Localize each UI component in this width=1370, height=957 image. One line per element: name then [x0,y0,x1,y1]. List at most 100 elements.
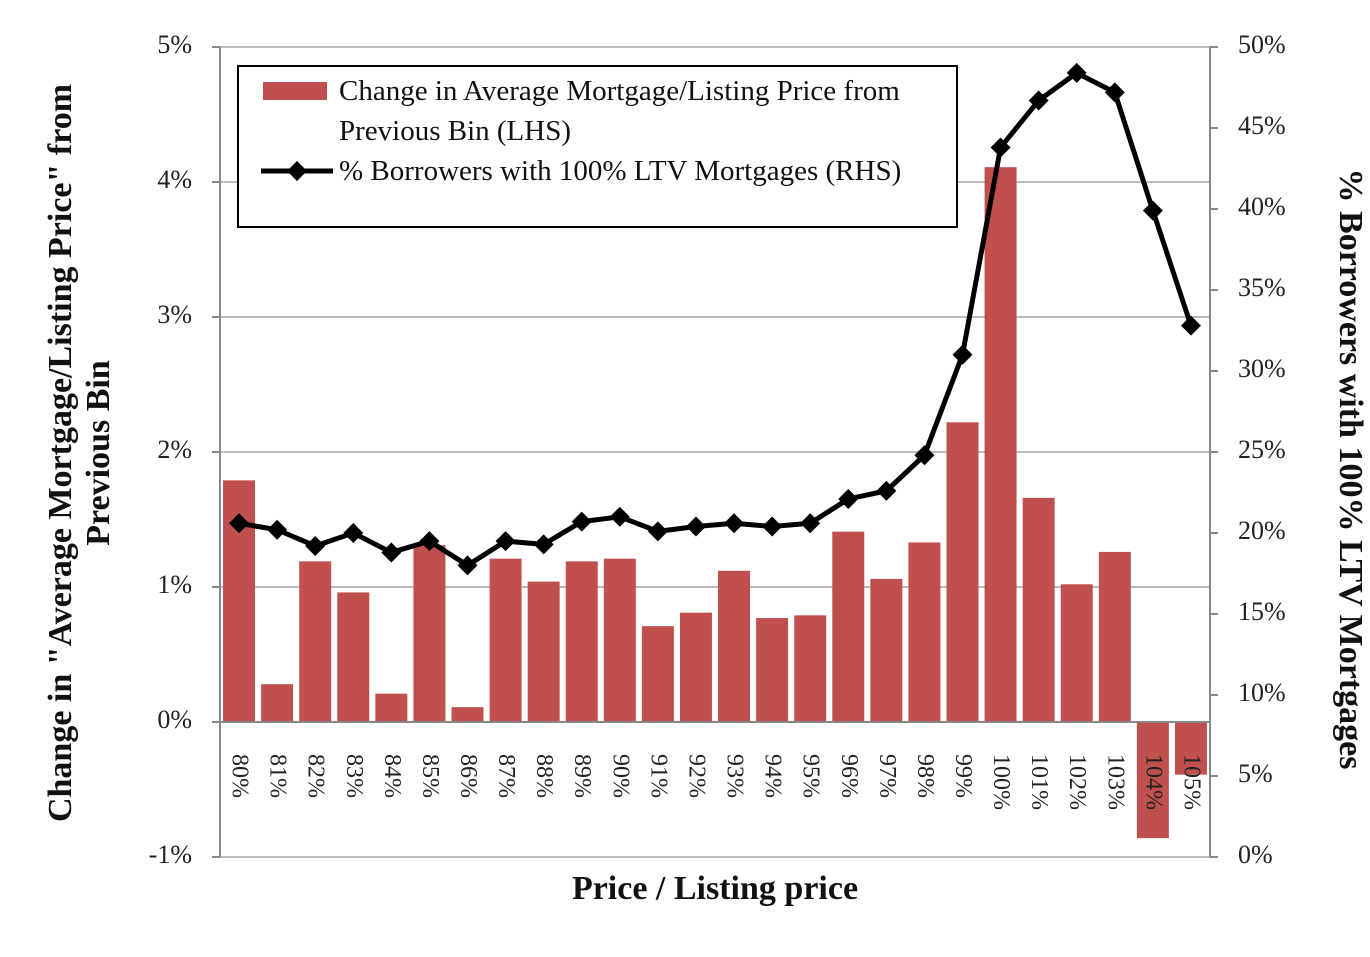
y2-tick-label: 0% [1238,840,1273,869]
bar [565,561,598,722]
x-tick-label: 90% [607,754,633,798]
bar [718,570,751,722]
bar [1136,722,1169,839]
y-tick-label: 0% [157,705,192,734]
x-tick-label: 97% [874,754,900,798]
marker [1104,82,1125,103]
x-tick-label: 96% [836,754,862,798]
y2-tick-label: 10% [1238,678,1286,707]
marker [800,513,821,534]
y2-tick-label: 45% [1238,111,1286,140]
y2-tick-label: 25% [1238,435,1286,464]
y-tick-label: 3% [157,300,192,329]
bar [870,578,903,722]
x-tick-label: 95% [798,754,824,798]
x-tick-label: 103% [1102,754,1128,810]
x-tick-label: 93% [722,754,748,798]
marker [876,480,897,501]
marker [647,521,668,542]
y-tick-label: 2% [157,435,192,464]
y2-axis-title: % Borrowers with 100% LTV Mortgages [1332,168,1369,770]
legend-label: % Borrowers with 100% LTV Mortgages (RHS… [339,155,902,187]
y2-tick-label: 20% [1238,516,1286,545]
x-tick-label: 102% [1064,754,1090,810]
x-tick-label: 101% [1026,754,1052,810]
legend-label: Change in Average Mortgage/Listing Price… [339,75,900,147]
x-tick-label: 92% [683,754,709,798]
marker [914,445,935,466]
x-tick-label: 85% [417,754,443,798]
x-tick-label: 87% [493,754,519,798]
bar [1022,497,1055,722]
y-tick-label: -1% [149,840,192,869]
x-tick-label: 91% [645,754,671,798]
marker [762,516,783,537]
y2-tick-label: 40% [1238,192,1286,221]
bar [641,626,674,722]
marker [457,555,478,576]
x-tick-label: 82% [303,754,329,798]
legend-swatch [261,161,333,181]
x-axis-title: Price / Listing price [571,870,859,907]
x-tick-label: 105% [1178,754,1204,810]
bar [375,693,408,722]
bar [603,558,636,722]
bar [261,684,294,722]
x-tick-label: 80% [227,754,253,798]
x-tick-label: 83% [341,754,367,798]
marker [381,542,402,563]
y2-tick-label: 15% [1238,597,1286,626]
legend: Change in Average Mortgage/Listing Price… [237,65,958,228]
bar [1098,551,1131,722]
y2-tick-label: 35% [1238,273,1286,302]
y-tick-label: 1% [157,570,192,599]
marker [990,137,1011,158]
legend-swatch [263,82,327,100]
legend-swatch-bar [263,82,327,100]
marker [1142,200,1163,221]
bar [299,561,332,722]
bar [756,618,789,722]
marker [1180,315,1201,336]
marker [1028,90,1049,111]
x-tick-label: 84% [379,754,405,798]
marker [229,513,250,534]
bar [832,531,865,722]
x-tick-label: 81% [265,754,291,798]
y2-tick-label: 50% [1238,30,1286,59]
marker [533,534,554,555]
x-tick-label: 98% [912,754,938,798]
marker [724,513,745,534]
marker [419,531,440,552]
x-tick-label: 94% [760,754,786,798]
legend-swatch-marker [287,161,307,181]
bar [908,542,941,722]
marker [1066,62,1087,83]
y2-tick-label: 5% [1238,759,1273,788]
y-tick-label: 4% [157,165,192,194]
bar [1174,722,1207,775]
y-axis-title: Change in "Average Mortgage/Listing Pric… [42,83,117,823]
y-tick-label: 5% [157,30,192,59]
marker [571,511,592,532]
marker [495,531,516,552]
x-tick-label: 88% [531,754,557,798]
marker [952,344,973,365]
bar [946,422,979,722]
bar [527,581,560,722]
marker [305,535,326,556]
x-tick-label: 104% [1140,754,1166,810]
marker [343,523,364,543]
marker [609,506,630,527]
bar [984,167,1017,722]
bar [489,558,522,722]
y2-tick-label: 30% [1238,354,1286,383]
bar [451,707,484,722]
x-tick-label: 100% [988,754,1014,810]
x-tick-label: 89% [569,754,595,798]
bar [679,612,712,722]
marker [267,519,288,540]
x-tick-label: 99% [950,754,976,798]
